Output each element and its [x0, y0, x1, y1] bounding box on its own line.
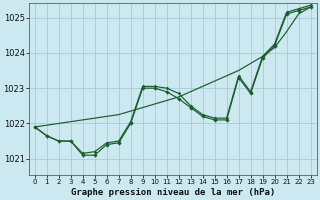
X-axis label: Graphe pression niveau de la mer (hPa): Graphe pression niveau de la mer (hPa) — [70, 188, 275, 197]
